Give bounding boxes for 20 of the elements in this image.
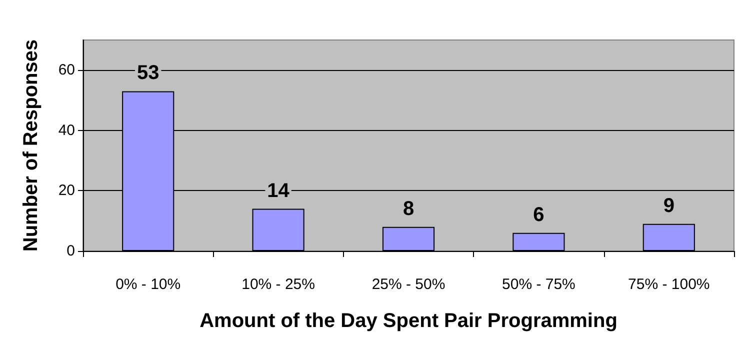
y-tick-label: 60 — [58, 62, 75, 79]
data-label: 8 — [402, 198, 414, 220]
y-tick-label: 0 — [66, 242, 75, 260]
bar — [252, 208, 304, 251]
x-tick-label: 50% - 75% — [502, 276, 576, 293]
x-tick-label: 10% - 25% — [242, 276, 315, 293]
data-label: 14 — [267, 180, 290, 202]
x-tick-label: 25% - 50% — [372, 276, 446, 293]
bar — [382, 226, 435, 251]
y-axis-title: Number of Responses — [20, 39, 42, 252]
x-axis-title: Amount of the Day Spent Pair Programming — [200, 310, 618, 332]
bar — [512, 232, 565, 251]
data-label: 6 — [533, 204, 544, 226]
y-tick-label: 40 — [58, 122, 75, 139]
bar — [642, 224, 695, 251]
data-label: 9 — [663, 194, 674, 217]
x-tick-label: 0% - 10% — [116, 276, 181, 293]
y-tick-label: 20 — [58, 182, 75, 200]
data-label: 53 — [136, 62, 160, 84]
x-tick-label: 75% - 100% — [628, 276, 710, 293]
